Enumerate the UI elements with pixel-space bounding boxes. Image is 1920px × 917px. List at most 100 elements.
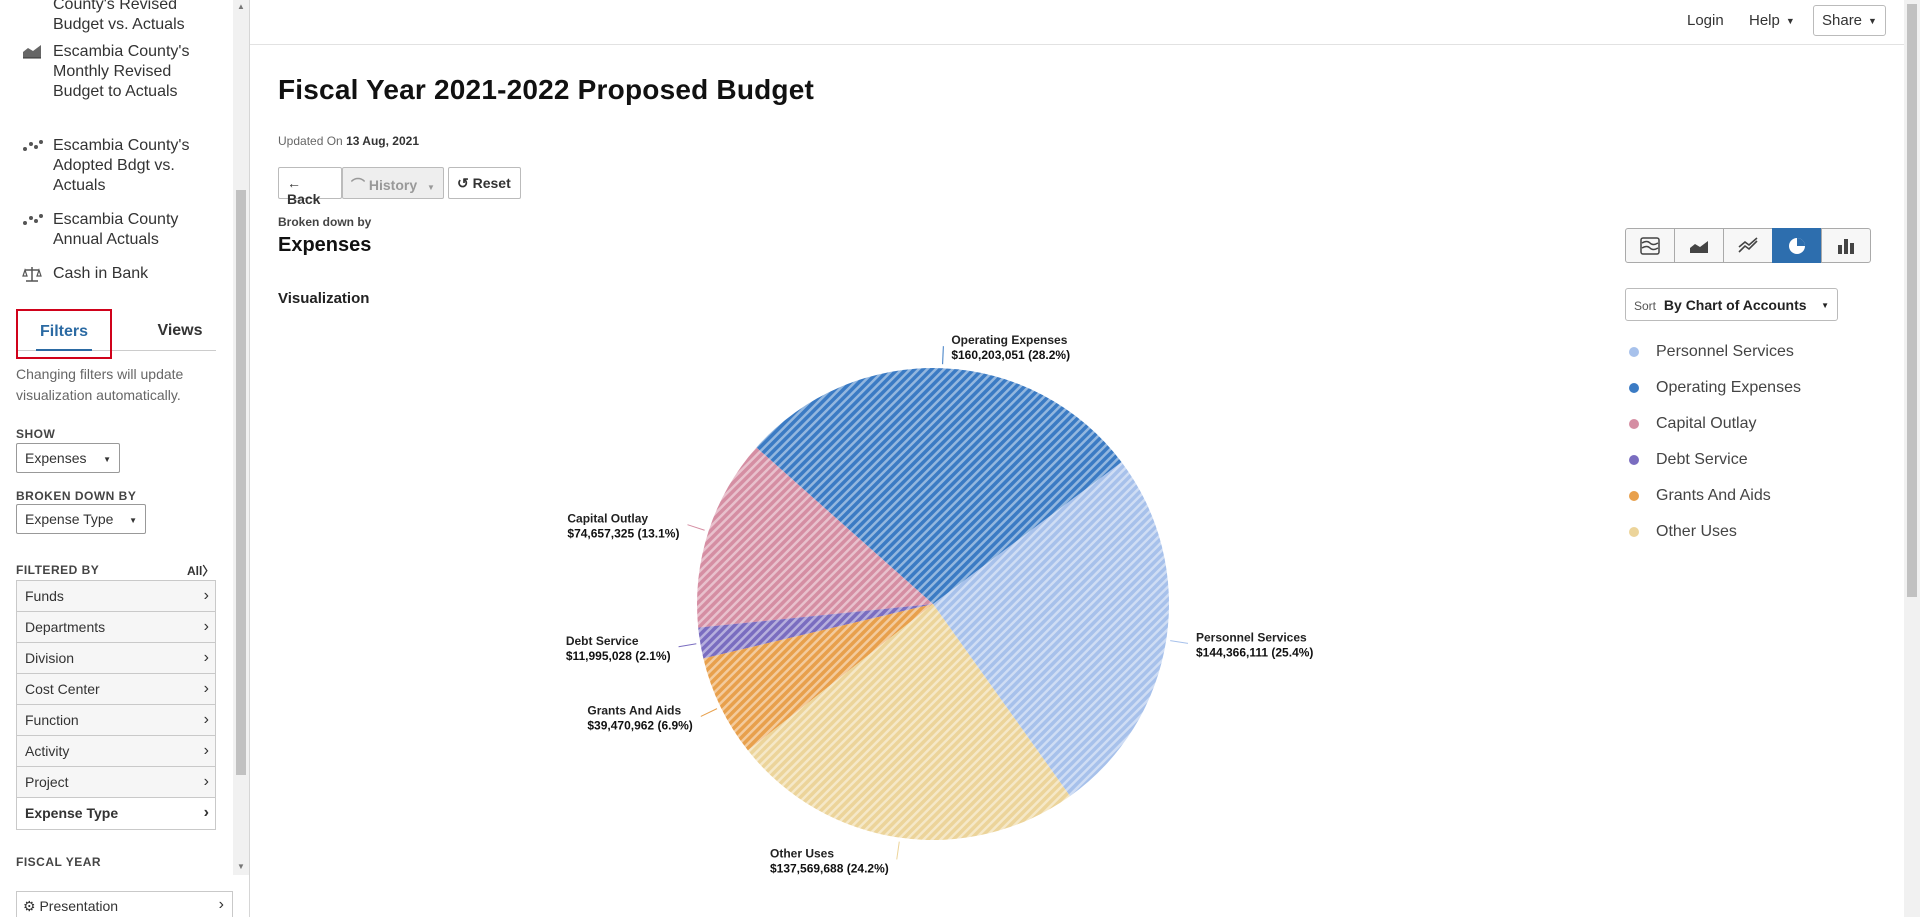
main-scrollbar[interactable]: [1904, 0, 1920, 917]
share-button[interactable]: Share ▼: [1813, 5, 1886, 36]
sidebar-scroll-thumb[interactable]: [236, 190, 246, 775]
filter-label: Funds: [25, 588, 64, 604]
filter-function[interactable]: Function ›: [17, 705, 215, 736]
legend-item[interactable]: Operating Expenses: [1628, 370, 1801, 406]
legend-label: Grants And Aids: [1656, 487, 1771, 504]
area-chart-icon: [22, 43, 44, 63]
pie-label-value: $137,569,688 (24.2%): [770, 861, 889, 875]
filter-division[interactable]: Division ›: [17, 643, 215, 674]
active-tab-underline: [36, 349, 92, 351]
sidebar-item-label: Escambia County's Adopted Bdgt vs. Actua…: [53, 137, 190, 194]
pie-slice-operating-expenses[interactable]: [756, 367, 1122, 604]
pie-label-leader: [700, 708, 718, 717]
pie-label-value: $11,995,028 (2.1%): [566, 649, 671, 663]
sidebar-tabs: Filters Views: [16, 308, 216, 359]
chevron-right-icon: ›: [203, 587, 209, 604]
stacked-table-icon[interactable]: [1625, 228, 1675, 263]
area-chart-icon[interactable]: [1674, 228, 1724, 263]
filter-list: Funds › Departments › Division › Cost Cente…: [16, 580, 216, 830]
legend-label: Other Uses: [1656, 523, 1737, 540]
pie-label-name: Grants And Aids: [587, 703, 681, 717]
tab-filters-label: Filters: [39, 323, 88, 340]
share-label: Share: [1822, 12, 1863, 29]
chevron-right-icon: ›: [203, 618, 209, 635]
scroll-up-icon[interactable]: ▲: [237, 2, 245, 11]
pie-slice-capital-outlay[interactable]: [697, 447, 933, 628]
legend-label: Capital Outlay: [1656, 415, 1757, 432]
filter-cost-center[interactable]: Cost Center ›: [17, 674, 215, 705]
legend-item[interactable]: Personnel Services: [1628, 334, 1801, 370]
pie-slice-debt-service[interactable]: [698, 604, 933, 659]
sidebar-item-monthly-revised[interactable]: Escambia County's Monthly Revised Budget…: [22, 42, 197, 102]
gear-icon: ⚙: [23, 898, 36, 914]
pie-label-value: $39,470,962 (6.9%): [587, 718, 692, 732]
filter-funds[interactable]: Funds ›: [17, 581, 215, 612]
top-bar: Login Help ▼ Share ▼: [250, 0, 1904, 45]
legend-item[interactable]: Other Uses: [1628, 514, 1801, 550]
history-button[interactable]: ⌒ History ▼: [342, 167, 444, 199]
back-label: Back: [287, 191, 321, 207]
legend-swatch: [1629, 347, 1639, 357]
sidebar-item-label: Cash in Bank: [53, 265, 149, 282]
pie-slice-grants-and-aids[interactable]: [703, 604, 933, 751]
pie-chart-icon[interactable]: [1772, 228, 1822, 263]
help-menu[interactable]: Help ▼: [1749, 12, 1795, 29]
balance-scale-icon: [22, 265, 44, 285]
legend-label: Personnel Services: [1656, 343, 1794, 360]
sidebar-item-annual-actuals[interactable]: Escambia County Annual Actuals: [22, 210, 197, 250]
sort-dropdown[interactable]: Sort By Chart of Accounts ▼: [1625, 288, 1838, 321]
chevron-right-icon: ›: [203, 742, 209, 759]
legend-item[interactable]: Capital Outlay: [1628, 406, 1801, 442]
reset-label: Reset: [472, 175, 511, 191]
tab-filters[interactable]: Filters: [16, 309, 112, 359]
chevron-right-icon: ›: [203, 680, 209, 697]
show-dropdown-value: Expenses: [25, 450, 87, 466]
sidebar-item-label: Escambia County's Monthly Revised Budget…: [53, 43, 190, 100]
legend-item[interactable]: Grants And Aids: [1628, 478, 1801, 514]
pie-label-name: Capital Outlay: [567, 512, 648, 526]
filter-label: Division: [25, 650, 75, 666]
legend-swatch: [1629, 419, 1639, 429]
broken-down-dropdown[interactable]: Expense Type ▼: [16, 504, 146, 534]
caret-down-icon: ▼: [103, 455, 111, 464]
pie-label-leader: [942, 346, 944, 365]
sidebar-item-adopted-bdgt[interactable]: Escambia County's Adopted Bdgt vs. Actua…: [22, 136, 197, 196]
filter-project[interactable]: Project ›: [17, 767, 215, 798]
all-filters-link[interactable]: All〉: [187, 562, 214, 579]
bar-chart-icon[interactable]: [1821, 228, 1871, 263]
tab-views[interactable]: Views: [157, 322, 203, 339]
scatter-dots-icon: [22, 211, 44, 231]
back-button[interactable]: ← Back: [278, 167, 342, 207]
filter-expense-type[interactable]: Expense Type ›: [17, 798, 215, 829]
pie-slice-other-uses[interactable]: [747, 604, 1071, 840]
legend-label: Operating Expenses: [1656, 379, 1801, 396]
filtered-by-label: FILTERED BY: [16, 563, 100, 577]
presentation-button[interactable]: ⚙ Presentation ›: [16, 891, 233, 917]
login-link[interactable]: Login: [1687, 12, 1724, 29]
filter-activity[interactable]: Activity ›: [17, 736, 215, 767]
filter-label: Project: [25, 774, 69, 790]
sidebar-item-revised-budget[interactable]: County's Revised Budget vs. Actuals: [22, 0, 197, 35]
pie-label-value: $74,657,325 (13.1%): [567, 527, 679, 541]
show-dropdown[interactable]: Expenses ▼: [16, 443, 120, 473]
help-label: Help: [1749, 12, 1780, 29]
filter-label: Activity: [25, 743, 70, 759]
sidebar-scrollbar[interactable]: ▲ ▼: [233, 0, 249, 875]
chart-type-switcher: [1625, 228, 1871, 263]
main-scroll-thumb[interactable]: [1907, 4, 1917, 597]
page-title: Fiscal Year 2021-2022 Proposed Budget: [278, 74, 815, 105]
legend-item[interactable]: Debt Service: [1628, 442, 1801, 478]
filter-departments[interactable]: Departments ›: [17, 612, 215, 643]
broken-down-by-value: Expenses: [278, 234, 372, 256]
scatter-dots-icon: [22, 137, 44, 157]
updated-date: 13 Aug, 2021: [346, 134, 419, 148]
pie-slice-personnel-services[interactable]: [933, 462, 1170, 797]
scroll-down-icon[interactable]: ▼: [237, 862, 245, 871]
broken-down-dropdown-value: Expense Type: [25, 511, 114, 527]
sidebar-item-cash-in-bank[interactable]: Cash in Bank: [22, 264, 197, 285]
legend-swatch: [1629, 455, 1639, 465]
chevron-right-icon: ›: [203, 804, 209, 821]
reset-button[interactable]: ↺ Reset: [448, 167, 521, 199]
presentation-label: Presentation: [39, 898, 119, 914]
